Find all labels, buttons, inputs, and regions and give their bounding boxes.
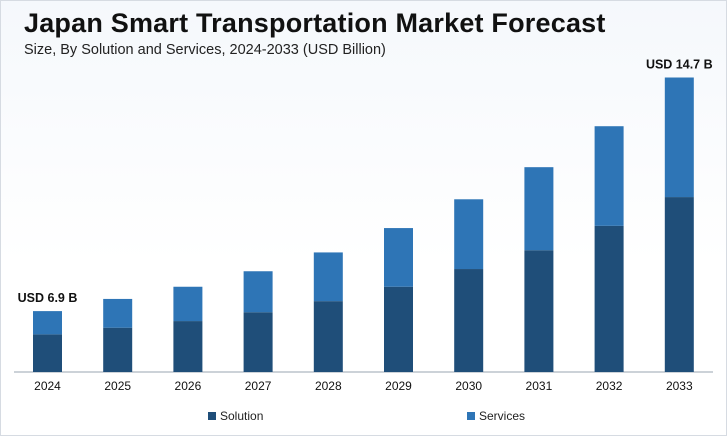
x-tick-label-2027: 2027 [245, 379, 272, 393]
bar-services-2024 [33, 311, 62, 335]
bar-solution-2031 [524, 250, 554, 372]
x-tick-label-2024: 2024 [34, 379, 61, 393]
chart-subtitle: Size, By Solution and Services, 2024-203… [24, 42, 386, 58]
bar-solution-2025 [103, 327, 133, 372]
bar-solution-2024 [33, 334, 62, 372]
x-tick-label-2026: 2026 [175, 379, 202, 393]
x-tick-label-2029: 2029 [385, 379, 412, 393]
bar-solution-2027 [243, 312, 273, 372]
legend-item-solution: Solution [208, 409, 263, 423]
bar-services-2027 [243, 271, 273, 313]
x-tick-label-2028: 2028 [315, 379, 342, 393]
bar-services-2025 [103, 298, 133, 328]
x-tick-label-2031: 2031 [526, 379, 553, 393]
legend-item-services: Services [467, 409, 525, 423]
legend-swatch-solution [208, 412, 216, 420]
bar-services-2026 [173, 286, 203, 322]
bar-solution-2033 [664, 197, 694, 372]
chart-title: Japan Smart Transportation Market Foreca… [24, 8, 606, 38]
x-tick-label-2032: 2032 [596, 379, 623, 393]
annotation-2024: USD 6.9 B [18, 291, 78, 305]
annotation-2033: USD 14.7 B [646, 58, 713, 72]
bar-services-2029 [384, 228, 413, 287]
bar-services-2030 [454, 199, 484, 270]
legend-label-services: Services [479, 409, 526, 423]
bar-solution-2028 [313, 301, 343, 372]
x-tick-label-2030: 2030 [455, 379, 482, 393]
legend-label-solution: Solution [220, 409, 264, 423]
bar-solution-2029 [384, 286, 413, 372]
legend-swatch-services [467, 412, 475, 420]
bar-services-2032 [594, 126, 624, 226]
x-tick-label-2033: 2033 [666, 379, 693, 393]
bar-solution-2032 [594, 225, 624, 372]
bar-services-2033 [664, 77, 694, 198]
bar-solution-2026 [173, 321, 203, 372]
x-tick-label-2025: 2025 [104, 379, 131, 393]
bar-solution-2030 [454, 269, 484, 372]
bar-services-2031 [524, 167, 554, 251]
bar-services-2028 [313, 252, 343, 302]
